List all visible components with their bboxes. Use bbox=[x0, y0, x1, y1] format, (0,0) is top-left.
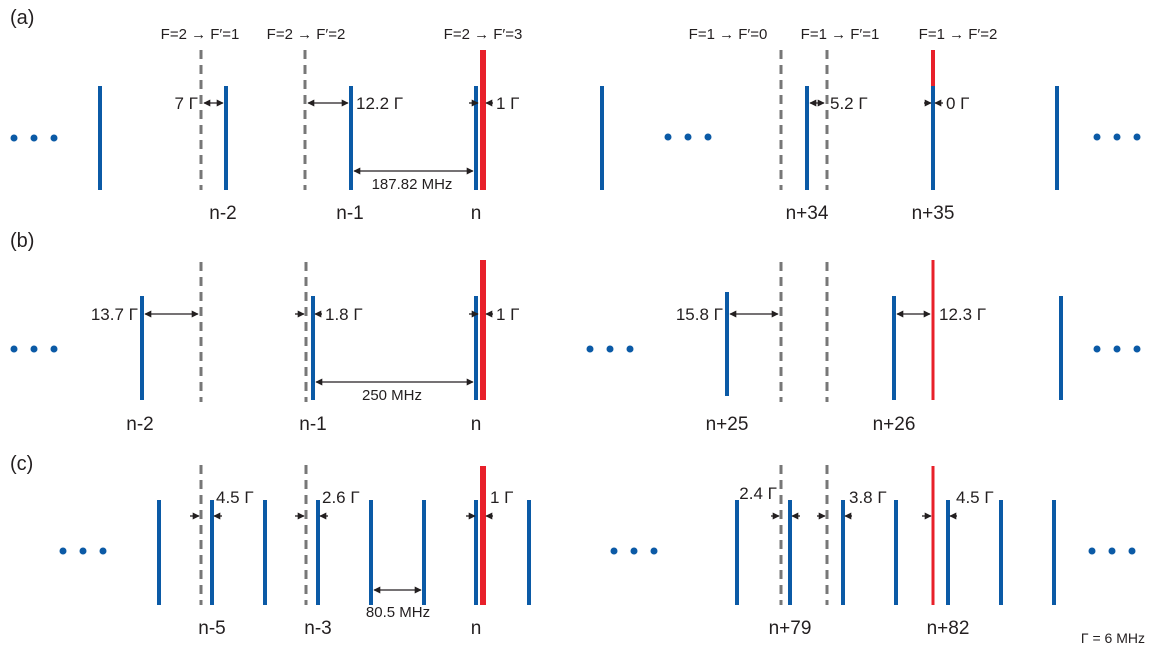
ellipsis-dots bbox=[59, 547, 107, 555]
spacing-label: 250 MHz bbox=[362, 387, 422, 404]
gap-label: 1 Γ bbox=[496, 94, 520, 113]
panel-c: (c) bbox=[10, 453, 1136, 639]
gap-label: 4.5 Γ bbox=[216, 488, 254, 507]
panel-b-label: (b) bbox=[10, 230, 34, 252]
mode-index-label: n-5 bbox=[198, 618, 225, 639]
mode-index-label: n bbox=[471, 618, 482, 639]
transition-label: F=2 → F′=2 bbox=[267, 26, 346, 43]
mode-index-label: n-3 bbox=[304, 618, 331, 639]
spacing-label: 187.82 MHz bbox=[372, 176, 453, 193]
gap-label: 12.2 Γ bbox=[356, 94, 403, 113]
ellipsis-dots bbox=[610, 547, 658, 555]
panel-b: (b) 13.7 Γ 1.8 Γ 1 Γ 15.8 bbox=[10, 230, 1141, 435]
mode-index-label: n+34 bbox=[786, 203, 829, 224]
mode-index-label: n bbox=[471, 203, 482, 224]
panel-a: (a) F=2 → F′=1 F=2 → F′=2 F=2 → F′=3 F=1… bbox=[10, 7, 1141, 224]
mode-index-label: n+79 bbox=[769, 618, 812, 639]
transition-label: F=1 → F′=2 bbox=[919, 26, 998, 43]
gap-label: 12.3 Γ bbox=[939, 305, 986, 324]
ellipsis-dots bbox=[1093, 133, 1141, 141]
gap-label: 2.4 Γ bbox=[739, 484, 777, 503]
panel-c-label: (c) bbox=[10, 453, 33, 475]
transition-label: F=1 → F′=0 bbox=[689, 26, 768, 43]
gap-label: 15.8 Γ bbox=[676, 305, 723, 324]
gap-label: 7 Γ bbox=[174, 94, 198, 113]
spacing-label: 80.5 MHz bbox=[366, 604, 430, 621]
mode-index-label: n+26 bbox=[873, 414, 916, 435]
mode-index-label: n bbox=[471, 414, 482, 435]
gap-label: 4.5 Γ bbox=[956, 488, 994, 507]
gap-label: 2.6 Γ bbox=[322, 488, 360, 507]
gap-label: 0 Γ bbox=[946, 94, 970, 113]
transition-label: F=2 → F′=3 bbox=[444, 26, 523, 43]
mode-index-label: n+82 bbox=[927, 618, 970, 639]
mode-index-label: n+25 bbox=[706, 414, 749, 435]
mode-index-label: n-1 bbox=[336, 203, 363, 224]
ellipsis-dots bbox=[1093, 345, 1141, 353]
linewidth-footnote: Γ = 6 MHz bbox=[1081, 630, 1145, 646]
panel-a-label: (a) bbox=[10, 7, 34, 29]
ellipsis-dots bbox=[664, 133, 712, 141]
transition-label: F=2 → F′=1 bbox=[161, 26, 240, 43]
ellipsis-dots bbox=[586, 345, 634, 353]
gap-label: 3.8 Γ bbox=[849, 488, 887, 507]
ellipsis-dots bbox=[10, 345, 58, 353]
gap-label: 5.2 Γ bbox=[830, 94, 868, 113]
gap-label: 1 Γ bbox=[490, 488, 514, 507]
ellipsis-dots bbox=[10, 134, 58, 142]
mode-index-label: n-1 bbox=[299, 414, 326, 435]
gap-label: 1 Γ bbox=[496, 305, 520, 324]
gap-label: 1.8 Γ bbox=[325, 305, 363, 324]
mode-index-label: n-2 bbox=[209, 203, 236, 224]
transition-label: F=1 → F′=1 bbox=[801, 26, 880, 43]
ellipsis-dots bbox=[1088, 547, 1136, 555]
mode-index-label: n+35 bbox=[912, 203, 955, 224]
gap-label: 13.7 Γ bbox=[91, 305, 138, 324]
mode-index-label: n-2 bbox=[126, 414, 153, 435]
